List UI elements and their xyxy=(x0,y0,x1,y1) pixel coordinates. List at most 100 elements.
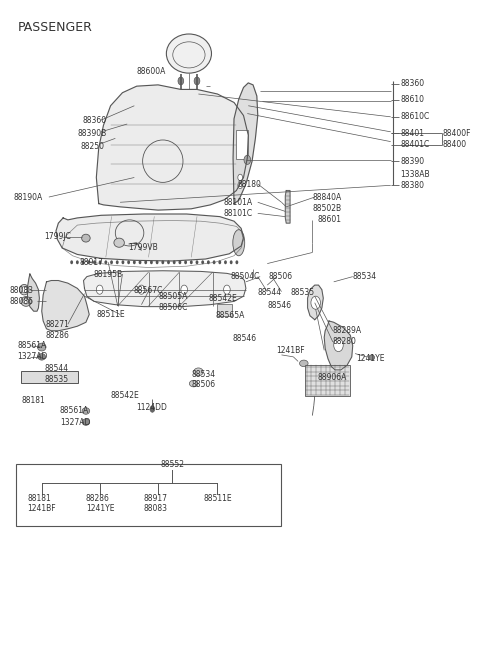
Ellipse shape xyxy=(369,355,374,360)
Text: 88506: 88506 xyxy=(268,272,292,281)
Circle shape xyxy=(121,260,124,264)
Circle shape xyxy=(224,260,227,264)
Text: 88610C: 88610C xyxy=(400,112,430,121)
Ellipse shape xyxy=(19,284,29,295)
Text: 88083: 88083 xyxy=(10,286,34,295)
Ellipse shape xyxy=(21,287,27,293)
Text: 88544: 88544 xyxy=(44,364,68,373)
Text: 88271: 88271 xyxy=(46,320,70,329)
Ellipse shape xyxy=(233,230,245,255)
Circle shape xyxy=(224,285,230,294)
Circle shape xyxy=(238,174,242,181)
Circle shape xyxy=(127,260,130,264)
Bar xyxy=(217,304,232,316)
Circle shape xyxy=(82,260,84,264)
Text: 88567C: 88567C xyxy=(133,286,163,295)
Text: 88544: 88544 xyxy=(258,288,282,297)
Text: 1338AB: 1338AB xyxy=(400,170,430,179)
Text: 1241YE: 1241YE xyxy=(357,354,385,363)
Text: 88601: 88601 xyxy=(317,215,341,225)
Text: 1241BF: 1241BF xyxy=(276,346,304,355)
Ellipse shape xyxy=(300,360,308,367)
Text: 88502B: 88502B xyxy=(312,204,341,214)
Text: 88289A: 88289A xyxy=(333,326,362,335)
Polygon shape xyxy=(324,321,353,370)
Text: 1124DD: 1124DD xyxy=(137,403,168,411)
Circle shape xyxy=(184,260,187,264)
Circle shape xyxy=(201,260,204,264)
Text: 1241BF: 1241BF xyxy=(27,504,56,513)
Text: 88534: 88534 xyxy=(192,370,216,379)
Text: 88195B: 88195B xyxy=(94,269,123,278)
Text: 88401: 88401 xyxy=(400,128,424,138)
Circle shape xyxy=(150,405,155,412)
Ellipse shape xyxy=(114,238,124,248)
Bar xyxy=(305,365,350,396)
Text: 88546: 88546 xyxy=(267,301,291,310)
Circle shape xyxy=(138,285,145,294)
Circle shape xyxy=(93,260,96,264)
Ellipse shape xyxy=(82,419,90,425)
Text: 1327AD: 1327AD xyxy=(17,352,48,362)
Circle shape xyxy=(167,260,170,264)
Circle shape xyxy=(150,260,153,264)
Polygon shape xyxy=(308,285,323,320)
Circle shape xyxy=(311,296,321,309)
Text: 88535: 88535 xyxy=(290,288,314,297)
Text: 88101A: 88101A xyxy=(223,198,252,207)
Circle shape xyxy=(238,182,242,189)
Text: 88610: 88610 xyxy=(400,96,424,104)
Circle shape xyxy=(218,260,221,264)
Text: 88286: 88286 xyxy=(86,494,110,503)
Circle shape xyxy=(178,77,184,85)
Circle shape xyxy=(190,260,192,264)
Circle shape xyxy=(133,260,136,264)
Circle shape xyxy=(230,260,233,264)
Text: 88840A: 88840A xyxy=(312,193,342,202)
Circle shape xyxy=(156,260,158,264)
Bar xyxy=(236,130,248,159)
Polygon shape xyxy=(56,214,243,261)
Circle shape xyxy=(99,260,102,264)
Ellipse shape xyxy=(82,234,90,242)
Bar xyxy=(16,464,281,527)
Text: 88561A: 88561A xyxy=(60,407,89,415)
Bar xyxy=(21,371,78,383)
Polygon shape xyxy=(27,274,39,311)
Polygon shape xyxy=(84,271,246,307)
Text: 1241YE: 1241YE xyxy=(86,504,114,513)
Text: 88286: 88286 xyxy=(46,331,70,340)
Text: 88181: 88181 xyxy=(22,396,46,405)
Polygon shape xyxy=(285,191,290,223)
Circle shape xyxy=(76,260,79,264)
Text: 88906A: 88906A xyxy=(317,373,347,383)
Circle shape xyxy=(179,260,181,264)
Circle shape xyxy=(244,155,251,164)
Text: 88390: 88390 xyxy=(400,157,424,166)
Text: 1799VB: 1799VB xyxy=(129,244,158,252)
Text: 88400: 88400 xyxy=(443,140,467,149)
Circle shape xyxy=(236,260,238,264)
Circle shape xyxy=(87,260,90,264)
Text: 1327AD: 1327AD xyxy=(60,418,90,426)
Text: 88535: 88535 xyxy=(44,375,68,384)
Text: 88250: 88250 xyxy=(81,141,105,151)
Circle shape xyxy=(139,260,142,264)
Ellipse shape xyxy=(23,299,29,304)
Text: 88506: 88506 xyxy=(192,381,216,389)
Circle shape xyxy=(207,260,210,264)
Text: 88542E: 88542E xyxy=(110,392,139,400)
Circle shape xyxy=(195,260,198,264)
Text: 88917: 88917 xyxy=(80,258,104,267)
Circle shape xyxy=(194,77,200,85)
Text: 88190A: 88190A xyxy=(13,193,43,202)
Text: 1799JC: 1799JC xyxy=(44,232,71,240)
Text: 88360: 88360 xyxy=(400,79,424,88)
Polygon shape xyxy=(233,83,258,204)
Text: 88511E: 88511E xyxy=(203,494,232,503)
Polygon shape xyxy=(42,280,89,331)
Circle shape xyxy=(105,260,107,264)
Circle shape xyxy=(173,260,176,264)
Circle shape xyxy=(181,285,188,294)
Text: 88511E: 88511E xyxy=(96,310,125,319)
